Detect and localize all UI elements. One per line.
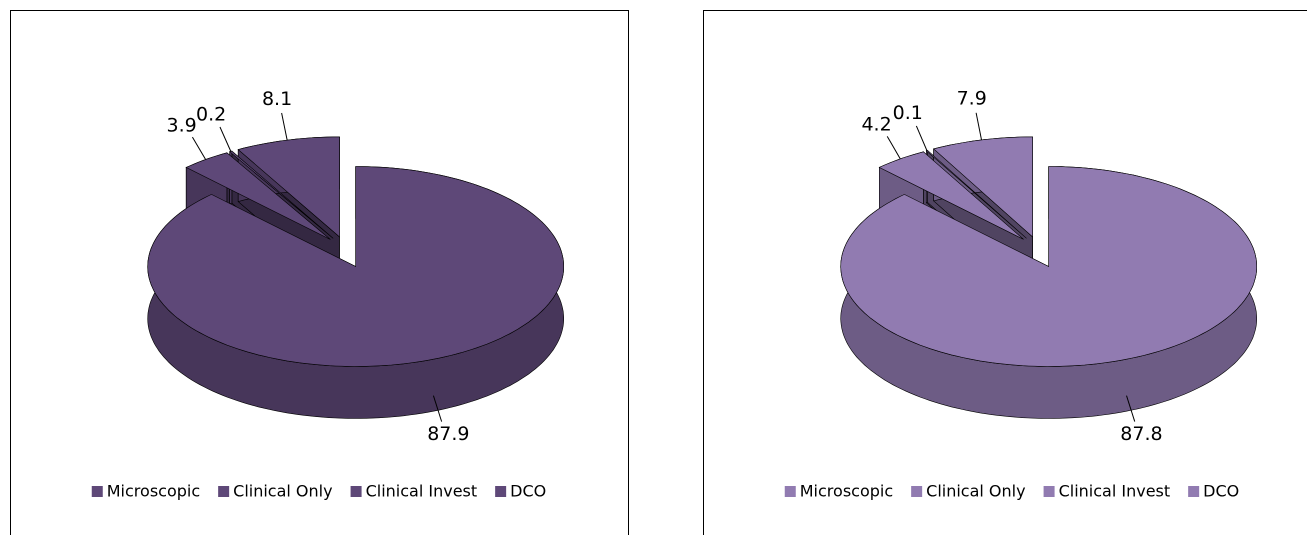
legend-marker [911,486,923,497]
chart-frame [703,10,1307,535]
data-label: 0.1 [893,102,923,124]
legend-label: DCO [1203,482,1239,501]
slice [147,166,564,367]
legend-marker [1188,486,1200,497]
data-label: 3.9 [167,114,197,136]
legend-label: Clinical Invest [1059,482,1171,501]
slice [932,136,1033,238]
data-label: 0.2 [196,103,226,125]
legend-label: DCO [510,482,546,501]
legend-label: Clinical Only [233,482,332,501]
legend-label: Microscopic [107,482,200,501]
leader-line [219,126,232,152]
leader-line [975,112,983,141]
data-label: 7.9 [957,88,987,110]
data-label: 4.2 [861,114,891,136]
slice [237,136,340,238]
legend-label: Clinical Only [926,482,1025,501]
data-label: 87.8 [1120,423,1162,445]
leader-line [281,112,288,141]
legend-marker [1043,486,1055,497]
data-label: 87.9 [427,423,469,445]
legend-marker [495,486,507,497]
chart-frame [10,10,629,535]
legend-marker [784,486,796,497]
slice [840,166,1257,367]
leader-line [915,125,928,151]
legend-label: Microscopic [800,482,893,501]
leader-line [886,136,901,160]
leader-line [1126,395,1136,422]
legend-label: Clinical Invest [366,482,478,501]
leader-line [432,395,443,422]
legend-marker [350,486,362,497]
legend-marker [91,486,103,497]
slice [185,152,331,240]
data-label: 8.1 [262,88,292,110]
slice [229,150,334,239]
leader-line [191,136,207,160]
legend-marker [218,486,230,497]
